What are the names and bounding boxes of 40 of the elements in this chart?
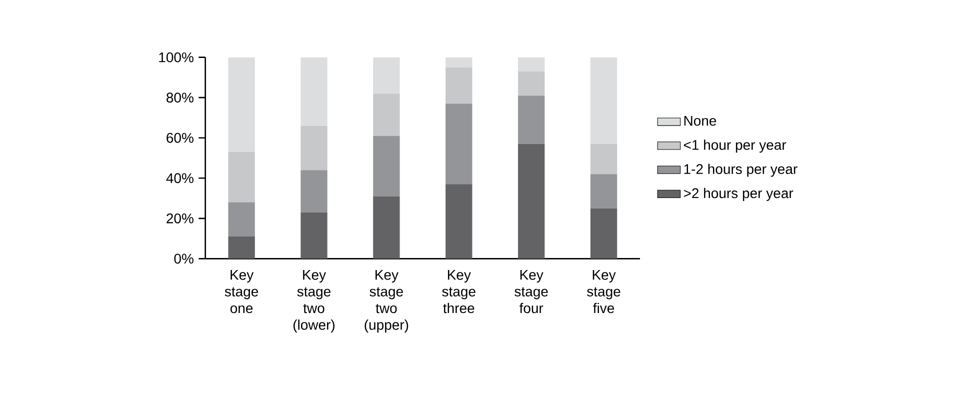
y-tick-label: 40% xyxy=(166,173,194,184)
y-tick-label: 20% xyxy=(166,213,194,224)
bar xyxy=(373,57,400,94)
x-tick-label: Key stage one xyxy=(224,270,258,314)
bar xyxy=(300,212,328,259)
bar xyxy=(446,184,472,259)
x-tick-label: Key stage three xyxy=(442,270,476,314)
legend-label: >2 hours per year xyxy=(684,188,794,201)
bar xyxy=(518,144,545,259)
y-tick-label: 80% xyxy=(166,92,194,103)
y-tick-label: 0% xyxy=(174,254,194,264)
bar xyxy=(228,202,255,237)
bar xyxy=(373,196,400,259)
bar xyxy=(518,57,545,72)
bar xyxy=(228,236,255,259)
bar xyxy=(518,96,545,144)
y-tick-label: 60% xyxy=(166,132,194,143)
bar xyxy=(228,152,255,202)
bar xyxy=(518,71,545,96)
bar xyxy=(446,104,472,184)
legend-label: <1 hour per year xyxy=(684,140,786,153)
bar xyxy=(590,174,618,208)
bar xyxy=(590,144,618,174)
bar xyxy=(300,126,328,170)
y-tick-label: 100% xyxy=(159,52,194,62)
bar xyxy=(228,57,255,152)
bar xyxy=(300,170,328,212)
legend-label: None xyxy=(684,116,716,126)
bar xyxy=(300,57,328,126)
bar xyxy=(446,67,472,104)
x-tick-label: Key stage two (lower) xyxy=(293,270,335,333)
x-tick-label: Key stage five xyxy=(587,270,620,314)
legend-label: 1-2 hours per year xyxy=(684,164,798,177)
bar xyxy=(590,57,618,144)
bar xyxy=(373,94,400,136)
bar xyxy=(446,57,472,68)
x-tick-label: Key stage two (upper) xyxy=(364,270,408,333)
bar xyxy=(373,136,400,196)
x-tick-label: Key stage four xyxy=(514,270,548,314)
bar xyxy=(590,208,618,259)
